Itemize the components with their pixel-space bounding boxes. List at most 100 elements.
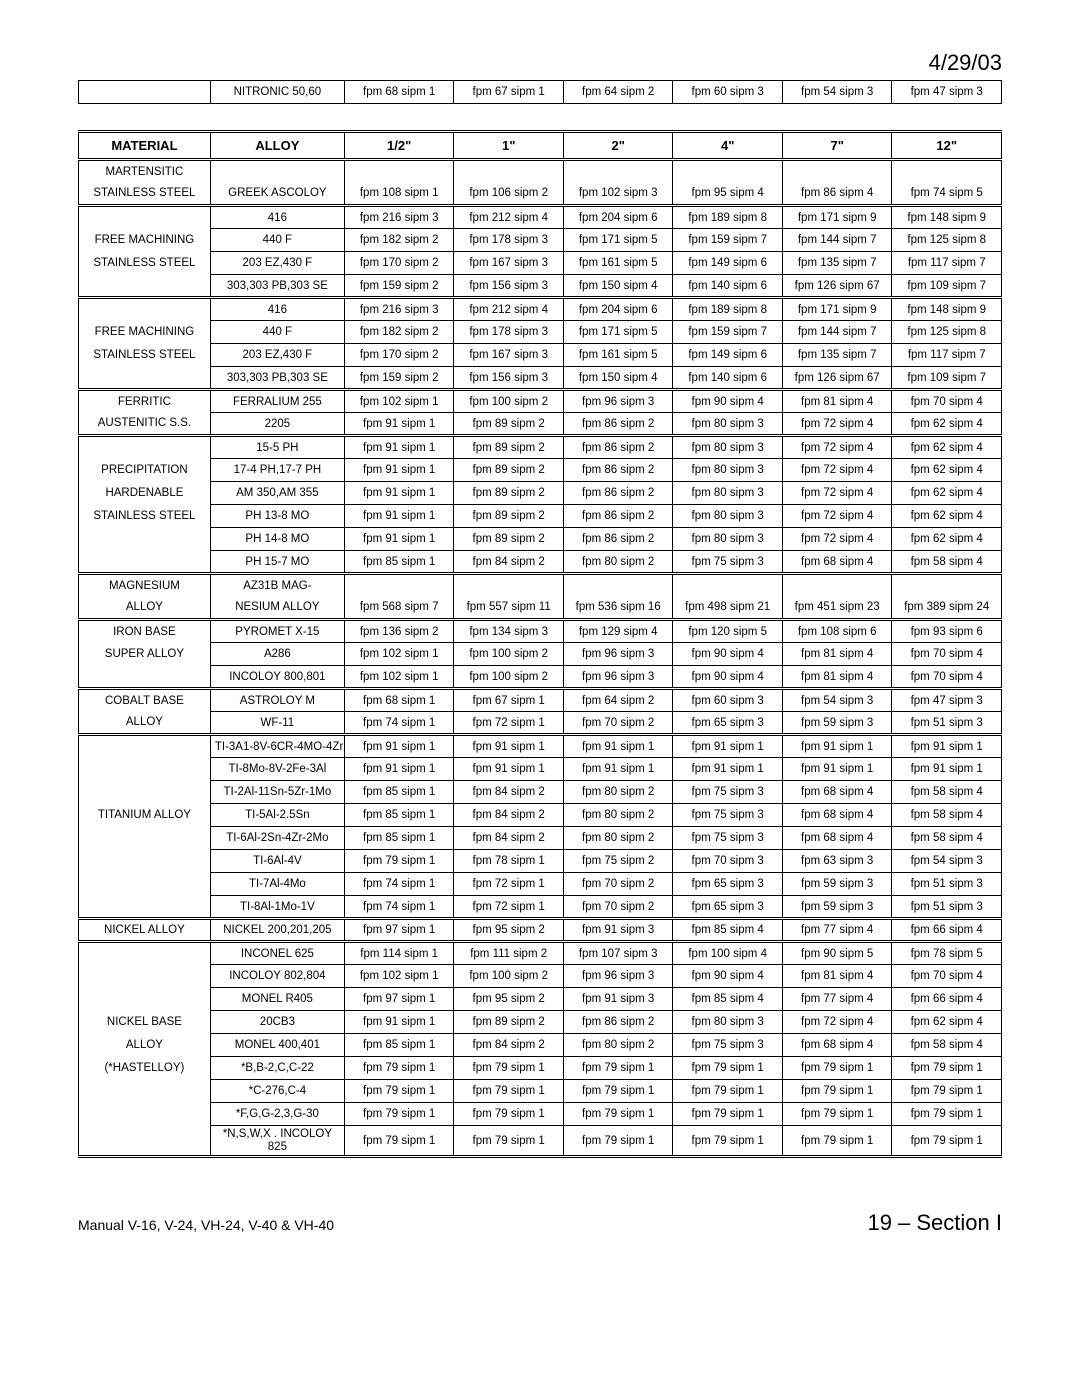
value-cell: fpm 91 sipm 1: [344, 413, 454, 436]
value-cell: fpm 72 sipm 4: [782, 436, 892, 459]
value-cell: fpm 86 sipm 2: [563, 1011, 673, 1034]
alloy-cell: INCONEL 625: [210, 942, 344, 965]
value-cell: [673, 160, 783, 183]
material-cell: [79, 942, 211, 965]
value-cell: fpm 102 sipm 3: [563, 183, 673, 206]
top-table: NITRONIC 50,60fpm 68 sipm 1fpm 67 sipm 1…: [78, 80, 1002, 104]
material-cell: MAGNESIUM: [79, 574, 211, 597]
value-cell: fpm 75 sipm 3: [673, 804, 783, 827]
value-cell: fpm 89 sipm 2: [454, 459, 564, 482]
value-cell: fpm 170 sipm 2: [344, 252, 454, 275]
alloy-cell: 20CB3: [210, 1011, 344, 1034]
value-cell: fpm 150 sipm 4: [563, 275, 673, 298]
value-cell: fpm 66 sipm 4: [892, 919, 1002, 942]
alloy-cell: WF-11: [210, 712, 344, 735]
value-cell: fpm 79 sipm 1: [344, 850, 454, 873]
alloy-cell: INCOLOY 800,801: [210, 666, 344, 689]
value-cell: fpm 108 sipm 1: [344, 183, 454, 206]
value-cell: fpm 72 sipm 1: [454, 712, 564, 735]
alloy-cell: GREEK ASCOLOY: [210, 183, 344, 206]
value-cell: fpm 70 sipm 2: [563, 896, 673, 919]
value-cell: fpm 86 sipm 2: [563, 413, 673, 436]
value-cell: fpm 85 sipm 1: [344, 804, 454, 827]
alloy-cell: *F,G,G-2,3,G-30: [210, 1103, 344, 1126]
value-cell: fpm 79 sipm 1: [563, 1080, 673, 1103]
value-cell: fpm 106 sipm 2: [454, 183, 564, 206]
value-cell: fpm 117 sipm 7: [892, 252, 1002, 275]
value-cell: fpm 72 sipm 4: [782, 528, 892, 551]
value-cell: fpm 81 sipm 4: [782, 390, 892, 413]
value-cell: fpm 140 sipm 6: [673, 275, 783, 298]
value-cell: fpm 80 sipm 3: [673, 413, 783, 436]
value-cell: fpm 125 sipm 8: [892, 321, 1002, 344]
value-cell: fpm 72 sipm 1: [454, 873, 564, 896]
value-cell: fpm 102 sipm 1: [344, 643, 454, 666]
column-header: 1/2": [344, 132, 454, 160]
alloy-cell: 303,303 PB,303 SE: [210, 367, 344, 390]
value-cell: fpm 79 sipm 1: [782, 1057, 892, 1080]
value-cell: fpm 109 sipm 7: [892, 367, 1002, 390]
value-cell: fpm 189 sipm 8: [673, 298, 783, 321]
value-cell: fpm 79 sipm 1: [563, 1103, 673, 1126]
material-cell: [79, 528, 211, 551]
alloy-cell: 416: [210, 298, 344, 321]
material-cell: [79, 666, 211, 689]
value-cell: fpm 79 sipm 1: [673, 1126, 783, 1157]
value-cell: fpm 182 sipm 2: [344, 321, 454, 344]
value-cell: fpm 90 sipm 4: [673, 965, 783, 988]
value-cell: fpm 77 sipm 4: [782, 988, 892, 1011]
material-cell: [79, 758, 211, 781]
value-cell: [344, 574, 454, 597]
value-cell: fpm 47 sipm 3: [892, 689, 1002, 712]
value-cell: fpm 120 sipm 5: [673, 620, 783, 643]
material-cell: STAINLESS STEEL: [79, 505, 211, 528]
value-cell: fpm 54 sipm 3: [782, 689, 892, 712]
value-cell: fpm 117 sipm 7: [892, 344, 1002, 367]
value-cell: fpm 91 sipm 1: [782, 758, 892, 781]
value-cell: fpm 89 sipm 2: [454, 482, 564, 505]
value-cell: fpm 86 sipm 2: [563, 528, 673, 551]
alloy-cell: *N,S,W,X . INCOLOY 825: [210, 1126, 344, 1157]
value-cell: fpm 62 sipm 4: [892, 482, 1002, 505]
material-cell: FERRITIC: [79, 390, 211, 413]
value-cell: fpm 85 sipm 4: [673, 919, 783, 942]
value-cell: fpm 91 sipm 1: [892, 735, 1002, 758]
alloy-cell: TI-6Al-4V: [210, 850, 344, 873]
alloy-cell: NICKEL 200,201,205: [210, 919, 344, 942]
value-cell: fpm 167 sipm 3: [454, 252, 564, 275]
column-header: 2": [563, 132, 673, 160]
value-cell: fpm 84 sipm 2: [454, 1034, 564, 1057]
value-cell: fpm 51 sipm 3: [892, 712, 1002, 735]
value-cell: fpm 81 sipm 4: [782, 643, 892, 666]
top-value-cell: fpm 47 sipm 3: [892, 81, 1002, 104]
value-cell: fpm 79 sipm 1: [892, 1057, 1002, 1080]
value-cell: fpm 80 sipm 3: [673, 505, 783, 528]
value-cell: fpm 171 sipm 5: [563, 321, 673, 344]
value-cell: fpm 135 sipm 7: [782, 344, 892, 367]
value-cell: fpm 126 sipm 67: [782, 367, 892, 390]
value-cell: fpm 72 sipm 4: [782, 413, 892, 436]
page-footer: Manual V-16, V-24, VH-24, V-40 & VH-40 1…: [78, 1210, 1002, 1236]
column-header: 7": [782, 132, 892, 160]
value-cell: fpm 111 sipm 2: [454, 942, 564, 965]
value-cell: fpm 79 sipm 1: [344, 1103, 454, 1126]
value-cell: fpm 85 sipm 1: [344, 781, 454, 804]
main-table: MATERIALALLOY1/2"1"2"4"7"12" MARTENSITIC…: [78, 130, 1002, 1158]
value-cell: fpm 67 sipm 1: [454, 689, 564, 712]
value-cell: [892, 574, 1002, 597]
alloy-cell: A286: [210, 643, 344, 666]
value-cell: fpm 70 sipm 4: [892, 965, 1002, 988]
value-cell: [782, 160, 892, 183]
value-cell: fpm 59 sipm 3: [782, 896, 892, 919]
value-cell: fpm 63 sipm 3: [782, 850, 892, 873]
value-cell: fpm 80 sipm 2: [563, 551, 673, 574]
value-cell: fpm 84 sipm 2: [454, 827, 564, 850]
alloy-cell: AM 350,AM 355: [210, 482, 344, 505]
value-cell: fpm 68 sipm 4: [782, 551, 892, 574]
value-cell: fpm 90 sipm 4: [673, 390, 783, 413]
value-cell: fpm 95 sipm 2: [454, 919, 564, 942]
value-cell: fpm 536 sipm 16: [563, 597, 673, 620]
value-cell: [563, 160, 673, 183]
alloy-cell: NESIUM ALLOY: [210, 597, 344, 620]
value-cell: fpm 96 sipm 3: [563, 390, 673, 413]
